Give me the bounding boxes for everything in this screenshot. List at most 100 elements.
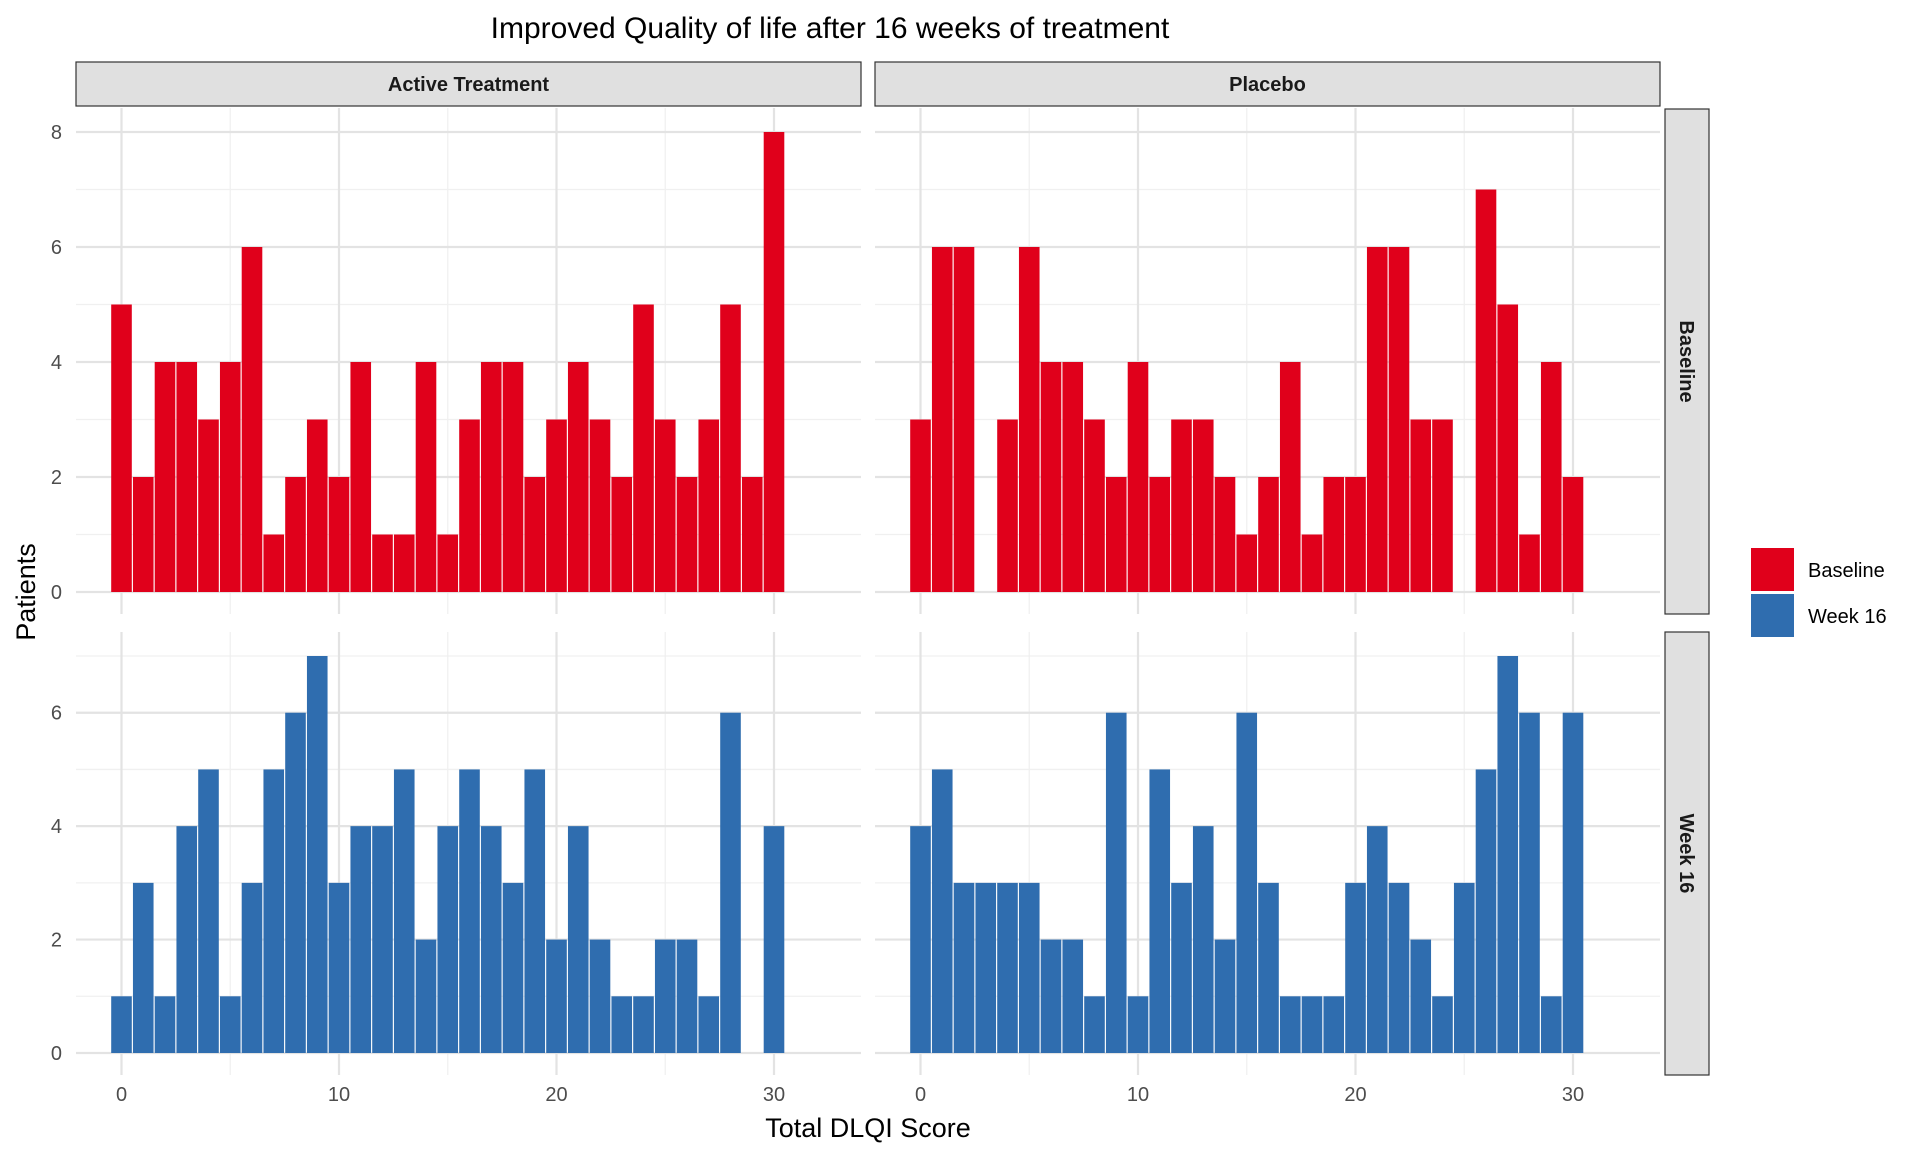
x-tick-label: 10 <box>328 1084 350 1106</box>
bar-placebo-week-16-12 <box>1171 882 1192 1053</box>
bar-placebo-week-16-27 <box>1497 656 1519 1053</box>
bar-active-treatment-week-16-14 <box>415 939 437 1053</box>
bar-active-treatment-baseline-14 <box>415 362 437 592</box>
bar-placebo-baseline-7 <box>1062 362 1084 592</box>
y-tick-label: 4 <box>51 352 62 374</box>
legend-swatch-baseline <box>1751 548 1794 591</box>
bar-placebo-baseline-0 <box>910 419 931 592</box>
bar-active-treatment-baseline-26 <box>676 477 698 592</box>
x-tick-label: 30 <box>1562 1084 1584 1106</box>
bar-active-treatment-baseline-30 <box>763 132 785 592</box>
bar-placebo-week-16-16 <box>1258 882 1279 1053</box>
bar-active-treatment-week-16-23 <box>611 996 633 1053</box>
bar-placebo-baseline-9 <box>1105 477 1127 592</box>
bar-active-treatment-baseline-1 <box>132 477 154 592</box>
bar-placebo-week-16-13 <box>1192 826 1214 1053</box>
bar-placebo-baseline-12 <box>1171 419 1192 592</box>
bar-placebo-week-16-9 <box>1105 712 1127 1053</box>
bar-active-treatment-week-16-20 <box>546 939 567 1053</box>
column-strip-active: Active Treatment <box>75 61 862 107</box>
column-strip-placebo-label: Placebo <box>1229 74 1306 96</box>
bar-placebo-baseline-11 <box>1149 477 1171 592</box>
bar-active-treatment-baseline-17 <box>480 362 502 592</box>
bar-active-treatment-baseline-15 <box>437 534 459 592</box>
bar-active-treatment-week-16-17 <box>480 826 502 1053</box>
bar-active-treatment-week-16-13 <box>393 769 415 1053</box>
facet-panels: 0 2 4 6 8 0 2 4 6 0 10 20 30 0 10 20 30 <box>51 108 1660 1106</box>
bar-active-treatment-week-16-1 <box>132 882 154 1053</box>
bar-placebo-baseline-14 <box>1214 477 1236 592</box>
bar-placebo-baseline-17 <box>1279 362 1301 592</box>
row-strip-baseline-label: Baseline <box>1675 320 1697 402</box>
bar-placebo-week-16-4 <box>997 882 1018 1053</box>
bar-placebo-week-16-21 <box>1366 826 1388 1053</box>
y-axis-title: Patients <box>11 543 41 641</box>
column-strip-placebo: Placebo <box>874 61 1661 107</box>
x-tick-label: 30 <box>763 1084 785 1106</box>
bar-placebo-baseline-2 <box>953 247 975 592</box>
bar-active-treatment-week-16-19 <box>524 769 546 1053</box>
legend-label-baseline: Baseline <box>1808 560 1885 582</box>
bar-active-treatment-week-16-28 <box>720 712 741 1053</box>
bar-placebo-baseline-5 <box>1018 247 1040 592</box>
bar-placebo-week-16-0 <box>910 826 931 1053</box>
panel-active-treatment-week-16 <box>76 632 861 1075</box>
bar-placebo-baseline-15 <box>1236 534 1258 592</box>
bar-active-treatment-baseline-7 <box>263 534 285 592</box>
bar-active-treatment-baseline-21 <box>567 362 589 592</box>
panel-active-treatment-baseline <box>76 108 861 614</box>
bar-active-treatment-week-16-22 <box>589 939 611 1053</box>
bar-placebo-baseline-19 <box>1323 477 1345 592</box>
bar-active-treatment-baseline-20 <box>546 419 567 592</box>
bar-placebo-baseline-26 <box>1475 189 1497 592</box>
bar-active-treatment-week-16-24 <box>633 996 654 1053</box>
bar-placebo-week-16-2 <box>953 882 975 1053</box>
bar-placebo-week-16-24 <box>1432 996 1453 1053</box>
bar-placebo-baseline-8 <box>1084 419 1105 592</box>
bar-active-treatment-baseline-29 <box>741 477 763 592</box>
bar-placebo-baseline-6 <box>1040 362 1062 592</box>
bar-placebo-baseline-20 <box>1345 477 1366 592</box>
panel-placebo-week-16 <box>875 632 1660 1075</box>
bar-active-treatment-baseline-4 <box>198 419 219 592</box>
bar-placebo-week-16-11 <box>1149 769 1171 1053</box>
bar-active-treatment-baseline-5 <box>219 362 241 592</box>
x-tick-label: 20 <box>545 1084 567 1106</box>
x-tick-label: 20 <box>1344 1084 1366 1106</box>
x-tick-label: 10 <box>1127 1084 1149 1106</box>
bar-placebo-baseline-13 <box>1192 419 1214 592</box>
y-tick-label: 6 <box>51 237 62 259</box>
bar-placebo-week-16-19 <box>1323 996 1345 1053</box>
bar-placebo-week-16-18 <box>1301 996 1323 1053</box>
bar-active-treatment-week-16-30 <box>763 826 785 1053</box>
bar-active-treatment-baseline-10 <box>328 477 350 592</box>
legend: Baseline Week 16 <box>1751 548 1887 637</box>
bar-placebo-baseline-30 <box>1562 477 1584 592</box>
bar-placebo-week-16-3 <box>975 882 997 1053</box>
bar-active-treatment-week-16-7 <box>263 769 285 1053</box>
bar-placebo-baseline-4 <box>997 419 1018 592</box>
bar-active-treatment-baseline-2 <box>154 362 176 592</box>
bar-active-treatment-baseline-8 <box>285 477 306 592</box>
bar-placebo-baseline-21 <box>1366 247 1388 592</box>
bar-active-treatment-week-16-6 <box>241 882 263 1053</box>
bar-active-treatment-week-16-8 <box>285 712 306 1053</box>
bar-active-treatment-baseline-28 <box>720 304 741 592</box>
column-strip-active-label: Active Treatment <box>388 74 550 96</box>
bar-placebo-baseline-24 <box>1432 419 1453 592</box>
bar-active-treatment-week-16-12 <box>372 826 393 1053</box>
y-tick-label: 4 <box>51 816 62 838</box>
bar-placebo-week-16-25 <box>1453 882 1475 1053</box>
bar-active-treatment-baseline-18 <box>502 362 524 592</box>
bar-placebo-week-16-1 <box>931 769 953 1053</box>
bar-active-treatment-week-16-10 <box>328 882 350 1053</box>
bar-active-treatment-baseline-25 <box>654 419 676 592</box>
bar-placebo-week-16-28 <box>1519 712 1540 1053</box>
bar-placebo-week-16-26 <box>1475 769 1497 1053</box>
y-tick-label: 2 <box>51 930 62 952</box>
bar-active-treatment-baseline-12 <box>372 534 393 592</box>
bar-placebo-baseline-27 <box>1497 304 1519 592</box>
bar-active-treatment-week-16-2 <box>154 996 176 1053</box>
bar-placebo-week-16-5 <box>1018 882 1040 1053</box>
